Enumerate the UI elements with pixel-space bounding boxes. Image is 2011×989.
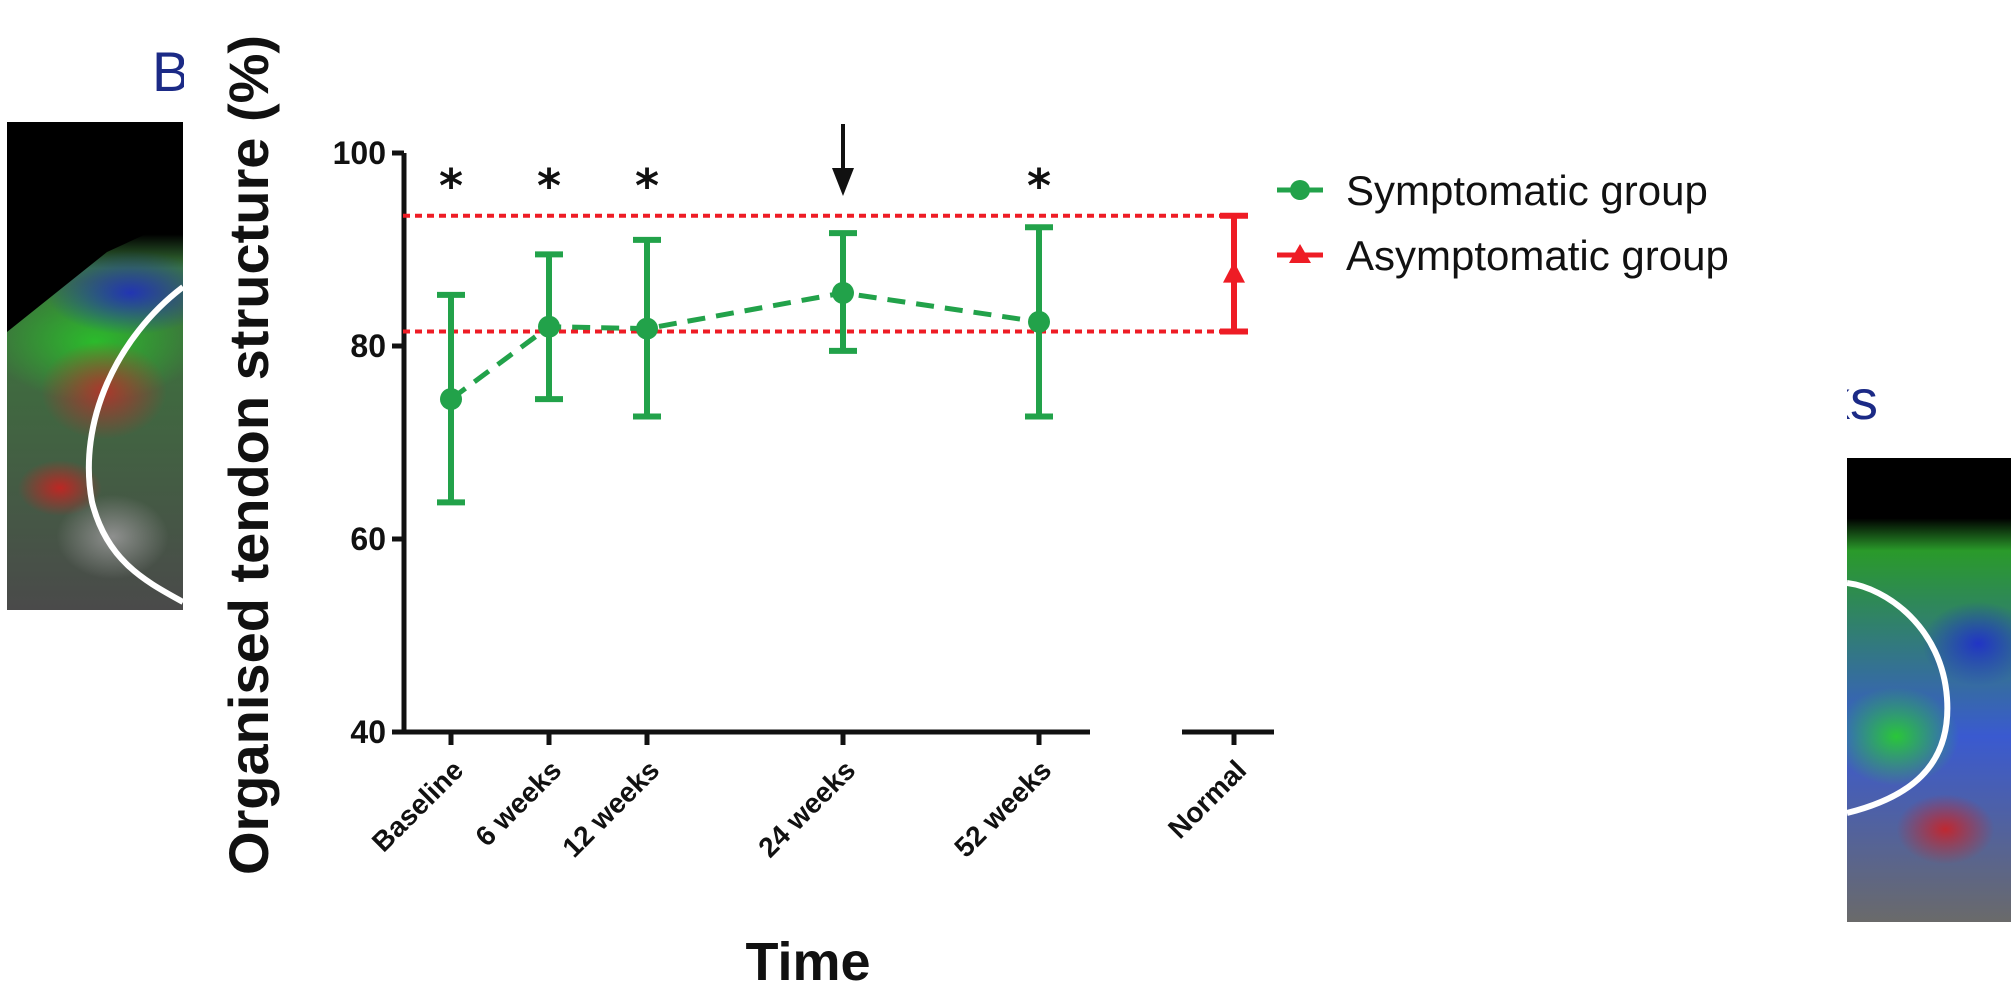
right-ultrasound-image	[1847, 458, 2011, 922]
significance-star: *	[439, 159, 463, 213]
legend-marker	[1289, 244, 1311, 263]
symptomatic-point	[636, 317, 658, 340]
symptomatic-point	[440, 388, 462, 411]
significance-star: *	[635, 159, 659, 213]
y-tick-label: 100	[333, 135, 386, 171]
symptomatic-point	[832, 281, 854, 304]
arrow-icon	[832, 168, 854, 196]
y-axis-title: Organised tendon structure (%)	[217, 35, 280, 875]
legend-marker	[1290, 180, 1310, 200]
y-tick-label: 80	[350, 328, 386, 364]
chart-background	[184, 0, 1847, 989]
x-axis-title: Time	[745, 932, 870, 989]
left-ultrasound-image	[7, 122, 183, 610]
significance-star: *	[1027, 159, 1051, 213]
left-slide-label: B	[152, 40, 190, 103]
legend-label: Symptomatic group	[1346, 167, 1708, 214]
symptomatic-point	[538, 315, 560, 338]
symptomatic-point	[1028, 310, 1050, 333]
y-tick-label: 60	[350, 521, 386, 557]
asymptomatic-point	[1223, 261, 1245, 283]
significance-star: *	[537, 159, 561, 213]
left-image-boundary	[7, 122, 183, 605]
right-image-boundary	[1847, 580, 1951, 816]
legend-label: Asymptomatic group	[1346, 232, 1729, 279]
y-tick-label: 40	[350, 714, 386, 750]
